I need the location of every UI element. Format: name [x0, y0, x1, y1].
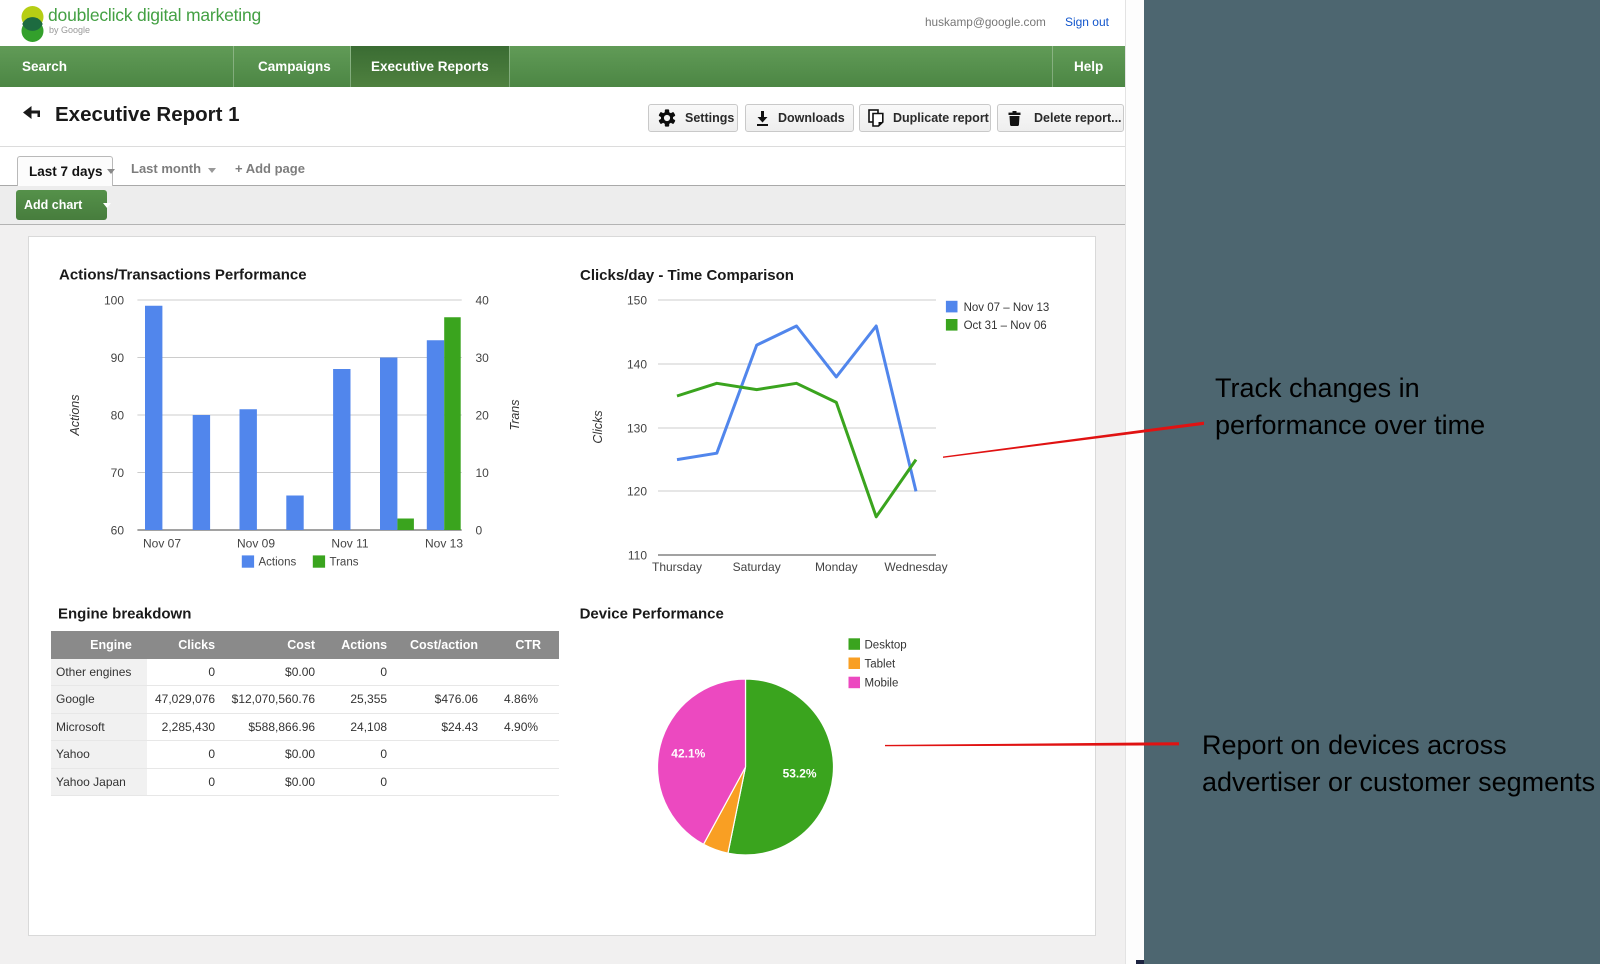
svg-text:80: 80	[111, 409, 125, 423]
svg-text:Clicks: Clicks	[591, 410, 605, 443]
svg-text:70: 70	[111, 466, 125, 480]
svg-text:0: 0	[476, 524, 483, 538]
svg-text:150: 150	[627, 294, 647, 308]
svg-text:Mobile: Mobile	[865, 678, 899, 690]
svg-text:40: 40	[476, 294, 490, 308]
svg-text:10: 10	[476, 466, 490, 480]
svg-text:Nov 09: Nov 09	[237, 537, 275, 551]
svg-text:Thursday: Thursday	[652, 560, 702, 574]
svg-text:120: 120	[627, 485, 647, 499]
svg-text:30: 30	[476, 351, 490, 365]
svg-text:Tablet: Tablet	[865, 659, 896, 671]
svg-text:Device Performance: Device Performance	[580, 606, 724, 623]
svg-text:53.2%: 53.2%	[783, 767, 817, 781]
svg-text:100: 100	[104, 294, 124, 308]
svg-text:42.1%: 42.1%	[671, 746, 705, 760]
svg-text:Nov 13: Nov 13	[425, 537, 463, 551]
svg-text:90: 90	[111, 351, 125, 365]
svg-text:Monday: Monday	[815, 560, 858, 574]
svg-text:Wednesday: Wednesday	[884, 560, 947, 574]
svg-text:Nov 07 – Nov 13: Nov 07 – Nov 13	[964, 302, 1050, 314]
svg-text:20: 20	[476, 409, 490, 423]
svg-text:Trans: Trans	[508, 399, 522, 430]
svg-text:140: 140	[627, 358, 647, 372]
svg-text:Clicks/day - Time Comparison: Clicks/day - Time Comparison	[580, 267, 794, 284]
svg-text:130: 130	[627, 422, 647, 436]
svg-text:Nov 11: Nov 11	[331, 537, 368, 551]
svg-text:Oct 31 – Nov 06: Oct 31 – Nov 06	[964, 320, 1047, 332]
svg-text:Trans: Trans	[330, 557, 359, 569]
svg-text:Saturday: Saturday	[733, 560, 781, 574]
svg-text:Desktop: Desktop	[865, 639, 907, 651]
svg-text:110: 110	[628, 549, 647, 563]
svg-text:Actions/Transactions Performan: Actions/Transactions Performance	[59, 267, 307, 284]
svg-text:60: 60	[111, 524, 125, 538]
svg-text:Actions: Actions	[68, 395, 82, 437]
svg-text:Nov 07: Nov 07	[143, 537, 181, 551]
svg-text:Engine breakdown: Engine breakdown	[58, 606, 191, 623]
svg-text:Actions: Actions	[259, 557, 297, 569]
